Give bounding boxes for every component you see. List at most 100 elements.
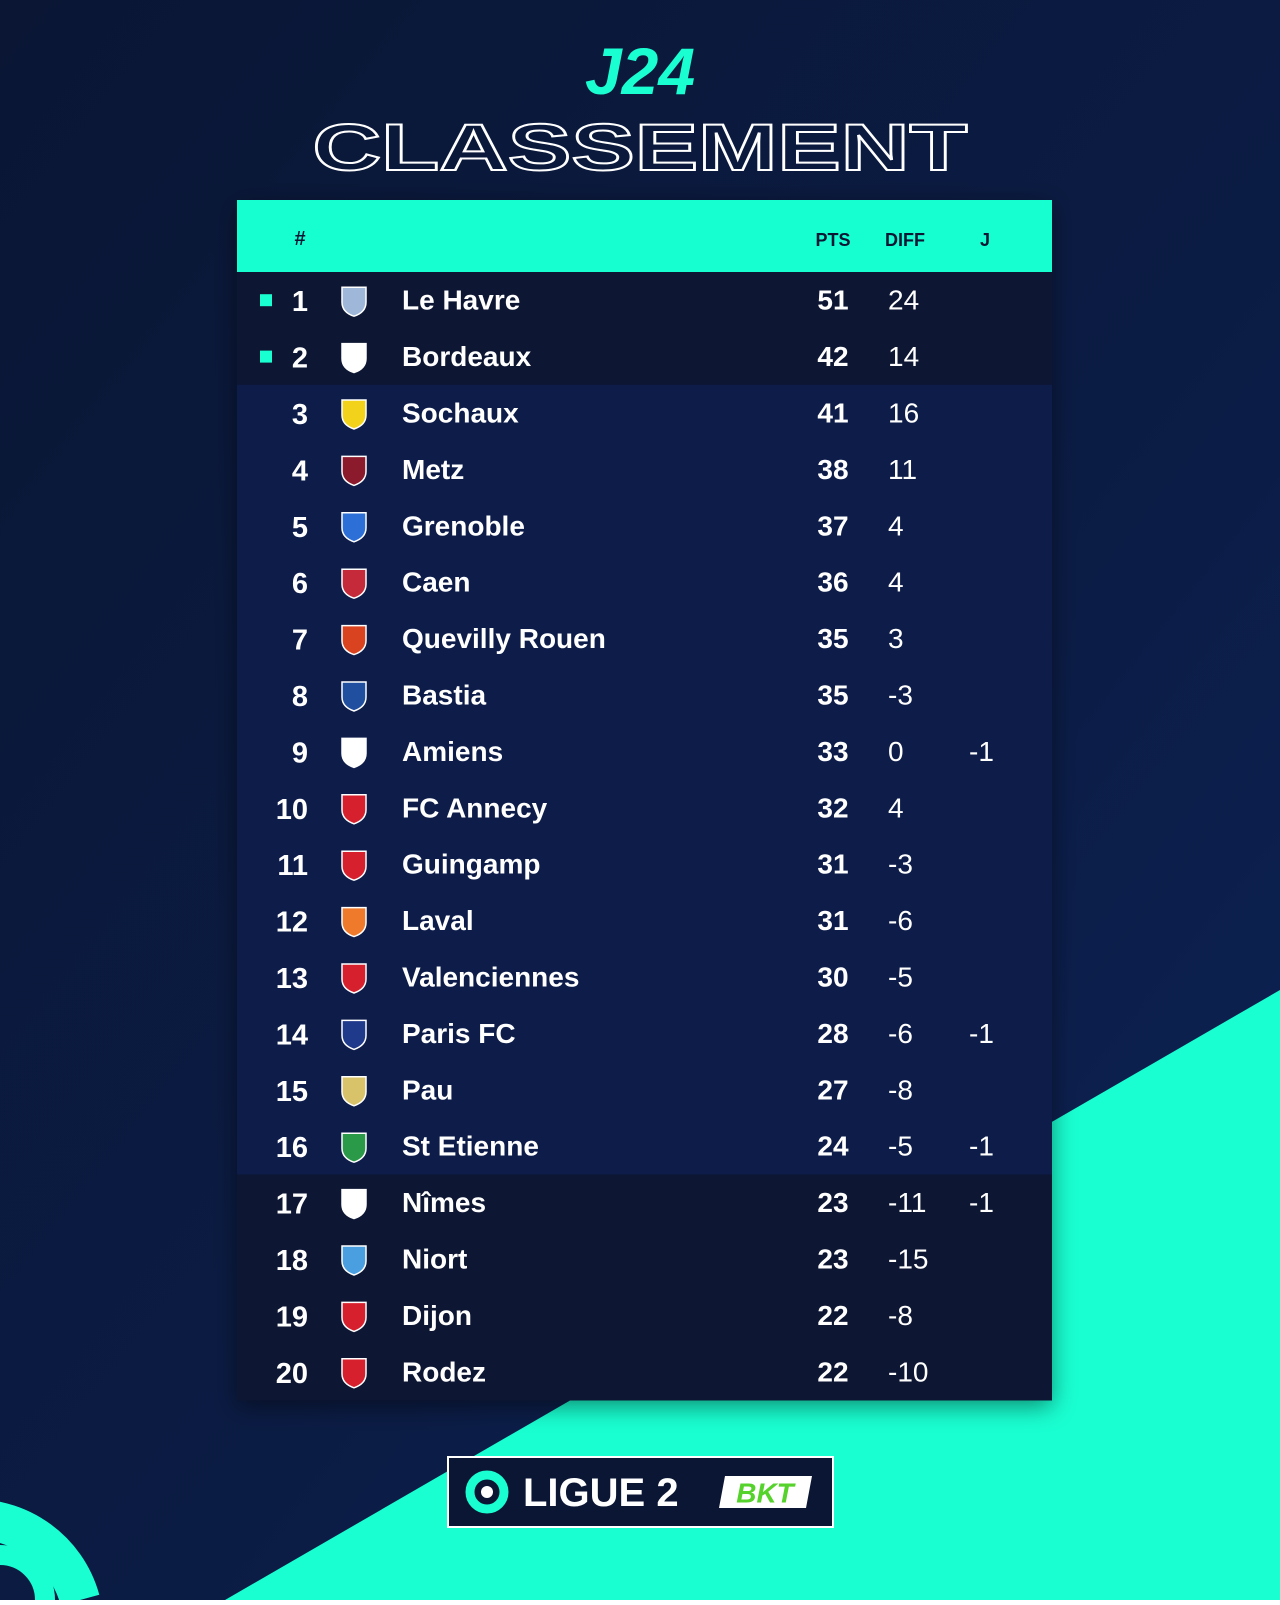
row-background (237, 892, 1052, 950)
row-background (237, 666, 1052, 724)
points: 42 (817, 341, 848, 372)
team-crest (341, 963, 367, 994)
goal-diff: 16 (888, 398, 919, 429)
team-name: Nîmes (402, 1187, 486, 1218)
team-name: Pau (402, 1074, 453, 1105)
rank: 15 (276, 1076, 308, 1108)
goal-diff: 14 (888, 341, 919, 372)
row-background (237, 1230, 1052, 1288)
points: 28 (817, 1018, 848, 1049)
goal-diff: -8 (888, 1074, 913, 1105)
logo-ring (465, 1470, 509, 1514)
promotion-marker (260, 350, 272, 363)
row-background (237, 610, 1052, 668)
table-header (237, 200, 1052, 272)
rank: 18 (276, 1245, 308, 1277)
row-background (237, 1005, 1052, 1063)
team-crest (341, 1019, 367, 1051)
row-background (237, 497, 1052, 555)
points: 30 (817, 962, 848, 993)
team-crest (341, 286, 367, 317)
col-pts: PTS (815, 230, 850, 250)
col-diff: DIFF (885, 230, 925, 250)
team-name: Metz (402, 454, 464, 485)
logo-dot (481, 1486, 493, 1498)
team-crest (341, 850, 367, 881)
team-crest (341, 794, 367, 825)
goal-diff: -3 (888, 680, 913, 711)
rank: 5 (292, 512, 308, 544)
row-background (237, 1287, 1052, 1345)
team-crest (341, 342, 367, 374)
team-name: Rodez (402, 1356, 486, 1387)
rank: 19 (276, 1301, 308, 1333)
goal-diff: -6 (888, 905, 913, 936)
rank: 10 (276, 794, 308, 826)
rank: 14 (276, 1019, 308, 1051)
row-background (237, 1118, 1052, 1175)
team-crest (341, 568, 367, 599)
team-name: Bastia (402, 680, 486, 711)
rank: 13 (276, 963, 308, 995)
row-background (237, 1061, 1052, 1119)
goal-diff: -15 (888, 1244, 928, 1275)
team-name: Amiens (402, 736, 503, 767)
team-name: Niort (402, 1244, 467, 1275)
points: 27 (817, 1074, 848, 1105)
rank: 9 (292, 737, 308, 769)
col-rank: # (294, 228, 305, 250)
standings-table (237, 200, 1052, 1401)
points: 41 (817, 398, 848, 429)
league-name: LIGUE 2 (523, 1471, 679, 1515)
row-background (237, 723, 1052, 781)
points: 38 (817, 454, 848, 485)
row-background (237, 554, 1052, 611)
points: 35 (817, 680, 848, 711)
games-adj: -1 (969, 1131, 994, 1162)
goal-diff: -11 (888, 1187, 926, 1218)
team-crest (341, 681, 367, 712)
row-background (237, 948, 1052, 1006)
team-crest (341, 1188, 367, 1220)
rank: 7 (292, 625, 308, 657)
goal-diff: -10 (888, 1356, 928, 1387)
points: 33 (817, 736, 848, 767)
corner-logo (0, 1501, 100, 1605)
title: J24 (585, 34, 695, 108)
goal-diff: 24 (888, 285, 919, 316)
points: 51 (817, 285, 848, 316)
rank: 4 (292, 455, 308, 487)
team-crest (341, 1358, 367, 1389)
team-name: Paris FC (402, 1018, 516, 1049)
col-j: J (980, 230, 990, 250)
team-crest (341, 1132, 367, 1163)
team-crest (341, 1076, 367, 1107)
row-background (237, 1174, 1052, 1232)
points: 22 (817, 1300, 848, 1331)
rank: 1 (292, 286, 308, 318)
team-crest (341, 906, 367, 938)
goal-diff: 3 (888, 623, 904, 654)
row-background (237, 328, 1052, 386)
points: 31 (817, 905, 848, 936)
goal-diff: -5 (888, 1131, 913, 1162)
team-name: Guingamp (402, 849, 540, 880)
points: 32 (817, 792, 848, 823)
team-name: St Etienne (402, 1131, 539, 1162)
row-background (237, 441, 1052, 499)
points: 36 (817, 567, 848, 598)
points: 35 (817, 623, 848, 654)
team-name: Sochaux (402, 398, 519, 429)
row-background (237, 1343, 1052, 1401)
team-name: Caen (402, 567, 470, 598)
row-background (237, 272, 1052, 329)
sponsor: BKT (736, 1478, 796, 1509)
rank: 6 (292, 568, 308, 600)
row-background (237, 779, 1052, 837)
sponsor-badge (719, 1476, 812, 1508)
points: 22 (817, 1356, 848, 1387)
row-background (237, 836, 1052, 893)
team-name: Le Havre (402, 285, 520, 316)
goal-diff: -6 (888, 1018, 913, 1049)
